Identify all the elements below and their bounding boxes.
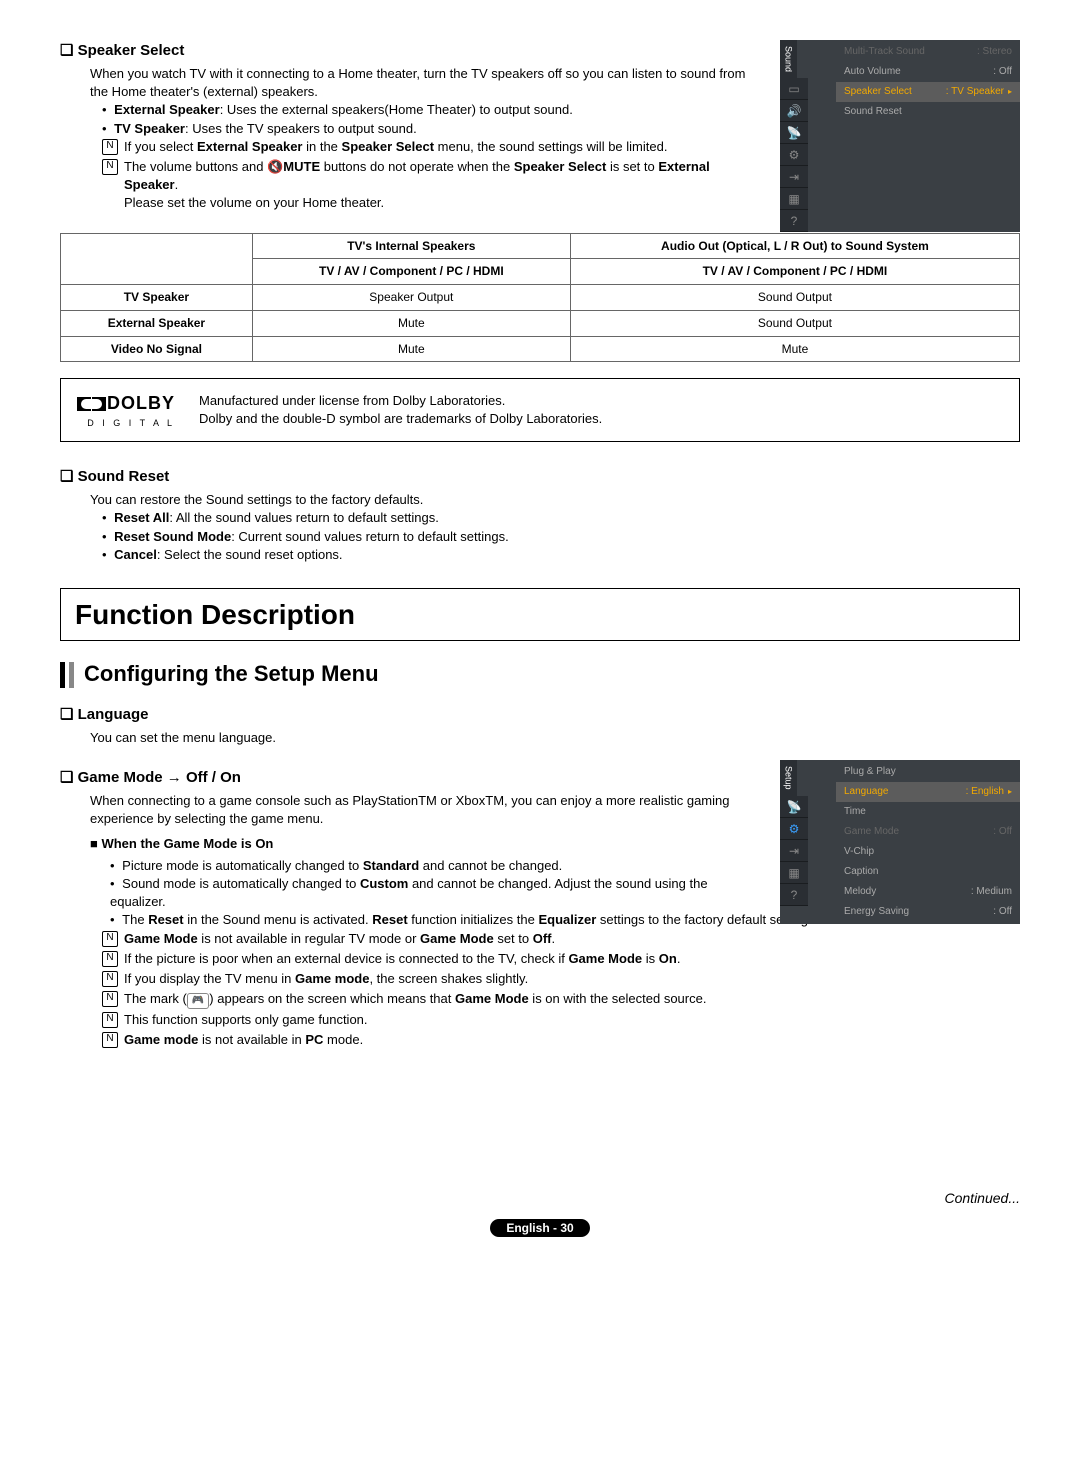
note-item: The volume buttons and 🔇MUTE buttons do … (102, 158, 760, 213)
body-text: You can set the menu language. (90, 729, 760, 747)
osd-icon-strip: Sound ▭ 🔊 📡 ⚙ ⇥ ▦ ? (780, 40, 808, 232)
note-item: Game mode is not available in PC mode. (102, 1031, 1020, 1049)
app-icon: ▦ (780, 862, 808, 884)
osd-setup-menu: Setup 📡 ⚙ ⇥ ▦ ? Plug & Play Language: En… (780, 760, 1020, 924)
list-item: Reset Sound Mode: Current sound values r… (102, 528, 1020, 546)
osd-row: Caption (836, 862, 1020, 882)
monitor-icon: ▭ (780, 78, 808, 100)
table-subheader: TV / AV / Component / PC / HDMI (252, 259, 570, 285)
speaker-output-table: TV's Internal Speakers Audio Out (Optica… (60, 233, 1020, 363)
speaker-select-heading: Speaker Select (60, 40, 760, 61)
gear-icon: ⚙ (780, 818, 808, 840)
page-content: Sound ▭ 🔊 📡 ⚙ ⇥ ▦ ? Multi-Track Sound: S… (60, 40, 1020, 1237)
list-item: Reset All: All the sound values return t… (102, 509, 1020, 527)
dolby-logo: DOLBY D I G I T A L (77, 391, 175, 429)
osd-row: Energy Saving: Off (836, 902, 1020, 922)
gamepad-icon: 🎮 (187, 993, 209, 1009)
app-icon: ▦ (780, 188, 808, 210)
section-title: Function Description (75, 595, 1005, 634)
dolby-text: Manufactured under license from Dolby La… (199, 392, 602, 428)
osd-row: V-Chip (836, 842, 1020, 862)
osd-category-label: Setup (780, 760, 797, 796)
input-icon: ⇥ (780, 166, 808, 188)
osd-icon-strip: Setup 📡 ⚙ ⇥ ▦ ? (780, 760, 808, 924)
osd-row: Sound Reset (836, 102, 1020, 122)
table-row: External SpeakerMuteSound Output (61, 310, 1020, 336)
config-heading: Configuring the Setup Menu (60, 659, 1020, 690)
note-item: If you display the TV menu in Game mode,… (102, 970, 1020, 988)
speaker-icon: 🔊 (780, 100, 808, 122)
osd-row: Time (836, 802, 1020, 822)
page-number: English - 30 (60, 1219, 1020, 1237)
chevron-right-icon: ▸ (1008, 87, 1012, 96)
help-icon: ? (780, 884, 808, 906)
osd-row: Melody: Medium (836, 882, 1020, 902)
note-item: This function supports only game functio… (102, 1011, 1020, 1029)
osd-row: Plug & Play (836, 762, 1020, 782)
chevron-right-icon: ▸ (1008, 787, 1012, 796)
osd-row: Game Mode: Off (836, 822, 1020, 842)
osd-category-label: Sound (780, 40, 797, 78)
input-icon: ⇥ (780, 840, 808, 862)
osd-sound-menu: Sound ▭ 🔊 📡 ⚙ ⇥ ▦ ? Multi-Track Sound: S… (780, 40, 1020, 232)
body-text: When you watch TV with it connecting to … (90, 65, 760, 101)
channel-icon: 📡 (780, 122, 808, 144)
note-item: If the picture is poor when an external … (102, 950, 1020, 968)
help-icon: ? (780, 210, 808, 232)
list-item: Cancel: Select the sound reset options. (102, 546, 1020, 564)
channel-icon: 📡 (780, 796, 808, 818)
table-row: Video No SignalMuteMute (61, 336, 1020, 362)
dolby-license-box: DOLBY D I G I T A L Manufactured under l… (60, 378, 1020, 442)
note-item: Game Mode is not available in regular TV… (102, 930, 1020, 948)
sound-reset-heading: Sound Reset (60, 466, 1020, 487)
table-header: TV's Internal Speakers (252, 233, 570, 259)
table-header: Audio Out (Optical, L / R Out) to Sound … (570, 233, 1019, 259)
list-item: External Speaker: Uses the external spea… (102, 101, 760, 119)
gear-icon: ⚙ (780, 144, 808, 166)
note-item: If you select External Speaker in the Sp… (102, 138, 760, 156)
function-description-box: Function Description (60, 588, 1020, 641)
osd-row: Multi-Track Sound: Stereo (836, 42, 1020, 62)
table-subheader: TV / AV / Component / PC / HDMI (570, 259, 1019, 285)
osd-row-active: Speaker Select: TV Speaker▸ (836, 82, 1020, 102)
osd-row-active: Language: English▸ (836, 782, 1020, 802)
heading-bars-icon (60, 662, 74, 688)
osd-row: Auto Volume: Off (836, 62, 1020, 82)
language-heading: Language (60, 704, 760, 725)
note-item: The mark (🎮) appears on the screen which… (102, 990, 1020, 1009)
table-row: TV SpeakerSpeaker OutputSound Output (61, 285, 1020, 311)
body-text: You can restore the Sound settings to th… (90, 491, 1020, 509)
continued-label: Continued... (60, 1189, 1020, 1209)
list-item: TV Speaker: Uses the TV speakers to outp… (102, 120, 760, 138)
